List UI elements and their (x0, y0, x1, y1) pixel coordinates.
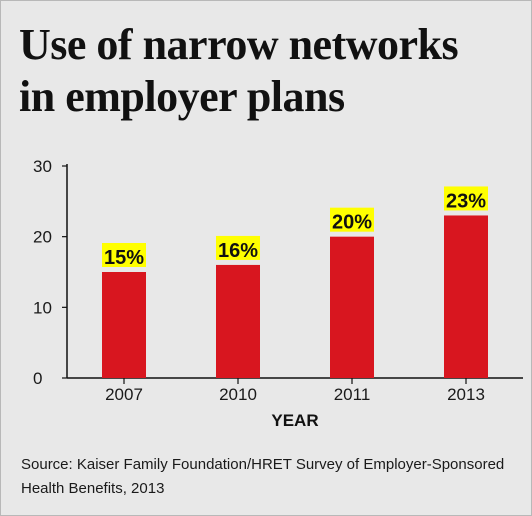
bar (444, 215, 488, 378)
data-label: 16% (218, 240, 258, 262)
x-tick-label: 2007 (105, 385, 143, 404)
y-tick-label: 30 (33, 157, 52, 176)
y-tick-label: 20 (33, 228, 52, 247)
title-line-2: in employer plans (19, 72, 345, 121)
title-line-1: Use of narrow networks (19, 20, 459, 69)
x-tick-label: 2011 (334, 385, 371, 404)
data-label: 20% (332, 212, 372, 234)
source-line-1: Source: Kaiser Family Foundation/HRET Su… (21, 456, 505, 473)
y-tick-label: 10 (33, 298, 52, 317)
data-label-highlight (216, 235, 260, 260)
bar (330, 236, 374, 378)
bar (216, 264, 260, 378)
data-label-highlight (444, 186, 488, 211)
data-label: 15% (104, 247, 144, 269)
data-label-highlight (102, 243, 146, 267)
y-tick-label: 0 (33, 369, 42, 388)
source-line-2: Health Benefits, 2013 (21, 480, 165, 497)
bar-chart: 0 10 20 30 2007 15% 2010 16% 2011 20% 2013 23% YEAR (33, 157, 523, 430)
bar (102, 272, 146, 378)
x-axis-title: YEAR (271, 411, 318, 430)
x-tick-label: 2013 (447, 385, 485, 404)
source-note: Source: Kaiser Family Foundation/HRET Su… (21, 453, 521, 501)
data-label-highlight (330, 207, 374, 232)
data-label: 23% (446, 190, 486, 212)
x-tick-label: 2010 (219, 385, 257, 404)
chart-title: Use of narrow networks in employer plans (19, 19, 459, 123)
